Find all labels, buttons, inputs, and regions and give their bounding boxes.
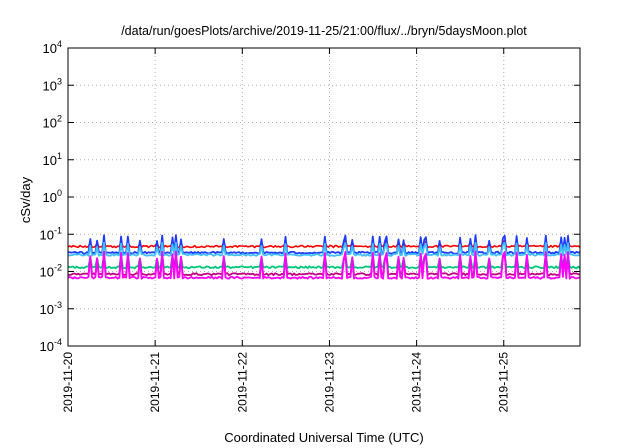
y-tick-label: 102	[43, 114, 62, 131]
y-tick-label-exponent: 4	[57, 39, 62, 49]
x-axis: 2019-11-20 2019-11-21 2019-11-22 2019-11-23…	[61, 48, 511, 413]
chart-title: /data/run/goesPlots/archive/2019-11-25/2…	[121, 24, 527, 38]
series-line	[67, 250, 580, 280]
series-line	[67, 241, 581, 257]
y-tick-label-base: 10	[40, 302, 54, 317]
x-tick-label: 2019-11-23	[322, 352, 336, 413]
y-tick-label-base: 10	[40, 265, 54, 280]
y-tick-label-base: 10	[43, 116, 57, 131]
y-tick-label-exponent: -2	[54, 263, 62, 273]
x-axis-label: Coordinated Universal Time (UTC)	[224, 430, 423, 445]
y-tick-label-exponent: 2	[57, 114, 62, 124]
grid	[68, 48, 580, 346]
y-tick-label-exponent: 0	[57, 188, 62, 198]
y-axis-label: cSv/day	[18, 176, 33, 223]
y-tick-label-exponent: -4	[54, 337, 62, 347]
y-tick-label-exponent: -3	[54, 300, 62, 310]
y-tick-label-exponent: -1	[54, 225, 62, 235]
y-tick-label-base: 10	[43, 153, 57, 168]
y-tick-label: 103	[43, 76, 62, 93]
series-layer	[67, 234, 581, 280]
y-tick-label: 10-1	[40, 225, 62, 242]
y-tick-label-base: 10	[40, 227, 54, 242]
x-tick-label: 2019-11-24	[410, 352, 424, 413]
y-tick-label: 101	[43, 151, 62, 168]
y-tick-label-base: 10	[43, 78, 57, 93]
y-tick-label-exponent: 3	[57, 76, 62, 86]
y-tick-label: 10-3	[40, 300, 62, 317]
x-tick-label: 2019-11-25	[497, 352, 511, 413]
y-tick-label-base: 10	[43, 41, 57, 56]
x-tick-label: 2019-11-21	[148, 352, 162, 413]
x-tick-label: 2019-11-22	[235, 352, 249, 413]
y-tick-label: 10-4	[40, 337, 62, 354]
y-tick-label-base: 10	[40, 339, 54, 354]
y-tick-label-exponent: 1	[57, 151, 62, 161]
y-tick-label: 10-2	[40, 263, 62, 280]
y-tick-label-base: 10	[43, 190, 57, 205]
x-tick-label: 2019-11-20	[61, 352, 75, 413]
y-tick-label: 100	[43, 188, 62, 205]
y-tick-label: 104	[43, 39, 62, 56]
